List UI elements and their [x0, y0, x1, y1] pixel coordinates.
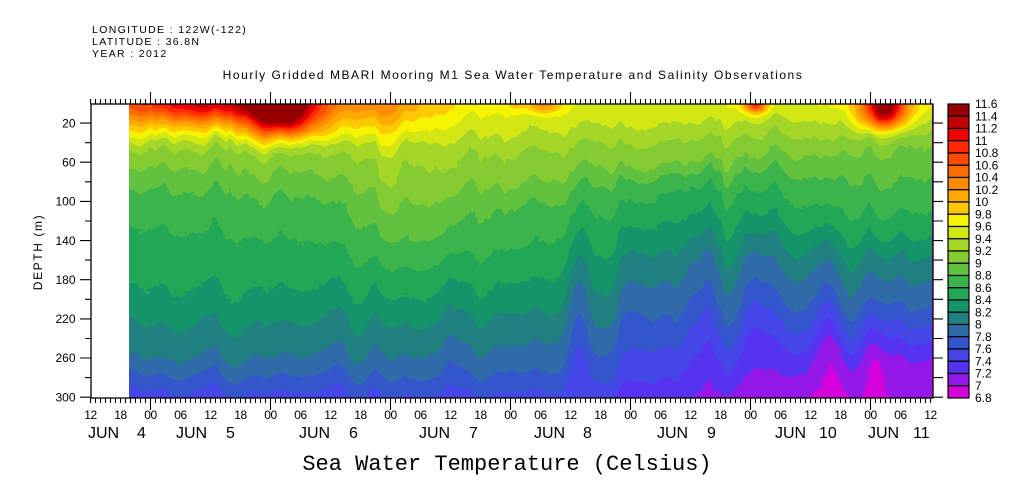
- svg-text:12: 12: [924, 408, 937, 422]
- svg-text:00: 00: [864, 408, 877, 422]
- svg-text:JUN: JUN: [868, 425, 899, 442]
- svg-text:00: 00: [744, 408, 757, 422]
- svg-text:12: 12: [564, 408, 577, 422]
- svg-text:11: 11: [975, 134, 988, 148]
- svg-text:5: 5: [226, 425, 235, 442]
- svg-text:6: 6: [349, 425, 358, 442]
- svg-text:9: 9: [707, 425, 716, 442]
- svg-text:9.2: 9.2: [975, 244, 992, 258]
- svg-text:8.6: 8.6: [975, 281, 992, 295]
- svg-text:8.4: 8.4: [975, 293, 992, 307]
- svg-text:9.8: 9.8: [975, 207, 992, 221]
- svg-text:00: 00: [624, 408, 637, 422]
- svg-text:9.4: 9.4: [975, 232, 992, 246]
- svg-text:JUN: JUN: [299, 425, 330, 442]
- svg-text:18: 18: [234, 408, 247, 422]
- svg-text:8.8: 8.8: [975, 269, 992, 283]
- svg-text:4: 4: [137, 425, 146, 442]
- svg-text:9: 9: [975, 256, 982, 270]
- svg-text:10.4: 10.4: [975, 171, 999, 185]
- svg-text:18: 18: [474, 408, 487, 422]
- svg-text:11.6: 11.6: [975, 97, 998, 111]
- svg-text:00: 00: [144, 408, 157, 422]
- svg-text:60: 60: [62, 155, 76, 169]
- svg-text:12: 12: [204, 408, 217, 422]
- svg-text:20: 20: [62, 116, 76, 130]
- svg-text:180: 180: [55, 273, 75, 287]
- svg-text:11.4: 11.4: [975, 110, 998, 124]
- svg-text:06: 06: [894, 408, 907, 422]
- svg-text:8.2: 8.2: [975, 305, 992, 319]
- svg-text:06: 06: [534, 408, 547, 422]
- svg-text:7.8: 7.8: [975, 330, 992, 344]
- svg-text:6.8: 6.8: [975, 391, 992, 405]
- svg-text:7.4: 7.4: [975, 354, 992, 368]
- svg-text:18: 18: [354, 408, 367, 422]
- svg-text:JUN: JUN: [775, 425, 806, 442]
- svg-text:JUN: JUN: [176, 425, 207, 442]
- svg-text:06: 06: [654, 408, 667, 422]
- svg-text:10: 10: [819, 425, 837, 442]
- svg-text:00: 00: [264, 408, 277, 422]
- svg-text:8: 8: [583, 425, 592, 442]
- svg-text:18: 18: [834, 408, 847, 422]
- svg-text:220: 220: [55, 312, 75, 326]
- svg-text:JUN: JUN: [657, 425, 688, 442]
- svg-text:12: 12: [84, 408, 97, 422]
- svg-text:10: 10: [975, 195, 989, 209]
- svg-text:06: 06: [174, 408, 187, 422]
- svg-text:JUN: JUN: [88, 425, 119, 442]
- svg-text:10.8: 10.8: [975, 146, 999, 160]
- svg-text:06: 06: [414, 408, 427, 422]
- svg-text:11: 11: [913, 425, 930, 442]
- svg-text:00: 00: [504, 408, 517, 422]
- svg-text:100: 100: [55, 195, 75, 209]
- svg-text:JUN: JUN: [534, 425, 565, 442]
- svg-text:7.2: 7.2: [975, 367, 992, 381]
- svg-text:10.6: 10.6: [975, 158, 999, 172]
- svg-text:12: 12: [324, 408, 337, 422]
- svg-text:11.2: 11.2: [975, 122, 998, 136]
- svg-text:8: 8: [975, 318, 982, 332]
- svg-text:260: 260: [55, 351, 75, 365]
- svg-text:00: 00: [384, 408, 397, 422]
- svg-text:12: 12: [804, 408, 817, 422]
- svg-text:7: 7: [469, 425, 478, 442]
- svg-text:18: 18: [594, 408, 607, 422]
- svg-text:06: 06: [294, 408, 307, 422]
- svg-text:18: 18: [714, 408, 727, 422]
- svg-text:7.6: 7.6: [975, 342, 992, 356]
- svg-text:12: 12: [444, 408, 457, 422]
- svg-text:300: 300: [55, 390, 75, 404]
- svg-text:JUN: JUN: [419, 425, 450, 442]
- svg-text:7: 7: [975, 379, 982, 393]
- svg-text:12: 12: [684, 408, 697, 422]
- svg-text:18: 18: [114, 408, 127, 422]
- svg-text:06: 06: [774, 408, 787, 422]
- svg-text:9.6: 9.6: [975, 220, 992, 234]
- svg-text:140: 140: [55, 234, 75, 248]
- svg-text:10.2: 10.2: [975, 183, 999, 197]
